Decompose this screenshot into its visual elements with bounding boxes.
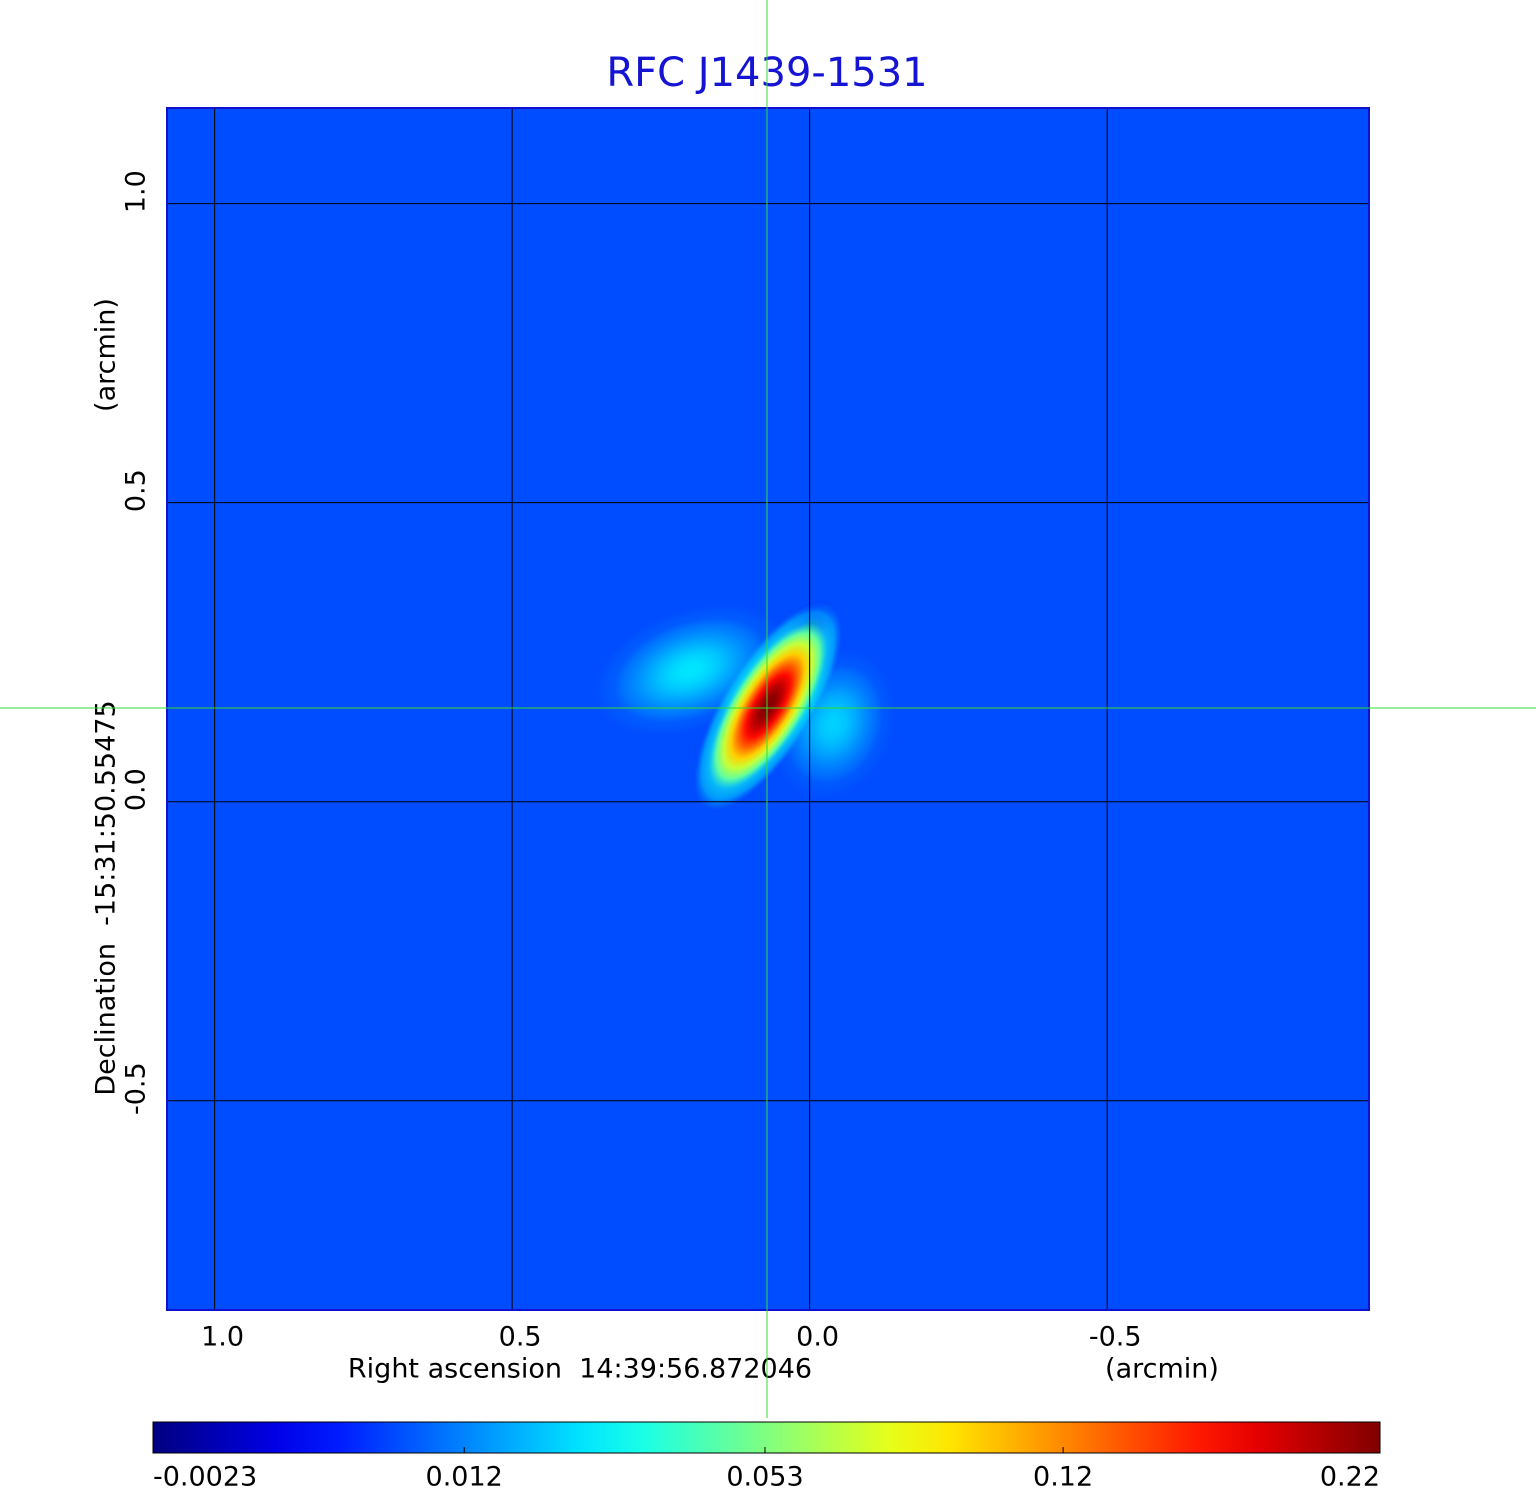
colorbar-tick-label: 0.053 (726, 1462, 803, 1493)
y-tick-label: -0.5 (121, 1062, 152, 1115)
y-axis-label: Declination -15:31:50.55475 (91, 700, 122, 1095)
y-tick-label: 0.5 (121, 469, 152, 512)
x-tick-label: 1.0 (201, 1322, 244, 1353)
x-axis-unit: (arcmin) (1105, 1354, 1219, 1385)
colorbar-tick-label: 0.12 (1033, 1462, 1093, 1493)
colorbar-tick-label: 0.22 (1320, 1462, 1380, 1493)
colorbar (152, 1421, 1381, 1454)
source-component (694, 602, 842, 810)
x-tick-label: 0.0 (796, 1322, 839, 1353)
x-tick-label: -0.5 (1089, 1322, 1142, 1353)
colorbar-tick-label: -0.0023 (153, 1462, 257, 1493)
y-tick-label: 0.0 (121, 768, 152, 811)
x-axis-label: Right ascension 14:39:56.872046 (348, 1354, 812, 1385)
x-tick-label: 0.5 (499, 1322, 542, 1353)
colorbar-tick-label: 0.012 (426, 1462, 503, 1493)
image-frame (166, 107, 1370, 1311)
y-axis-unit: (arcmin) (91, 298, 122, 412)
y-tick-label: 1.0 (121, 170, 152, 213)
